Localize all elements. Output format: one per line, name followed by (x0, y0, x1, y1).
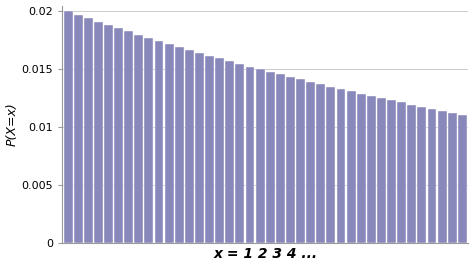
Bar (205, 56, 214, 243)
Bar (64, 11, 73, 243)
Bar (114, 28, 123, 243)
Bar (438, 111, 447, 243)
Bar (286, 77, 295, 243)
Bar (377, 98, 386, 243)
Bar (418, 107, 427, 243)
Bar (337, 89, 346, 243)
Bar (266, 72, 275, 243)
Y-axis label: P(X=x): P(X=x) (6, 103, 18, 146)
Bar (236, 64, 245, 243)
Bar (215, 58, 224, 243)
Bar (135, 35, 143, 243)
Bar (255, 69, 264, 243)
Bar (407, 105, 416, 243)
Bar (346, 91, 356, 243)
Bar (145, 38, 154, 243)
Bar (246, 66, 255, 243)
Bar (124, 32, 133, 243)
Bar (458, 115, 467, 243)
Bar (316, 84, 325, 243)
Bar (397, 103, 406, 243)
Bar (306, 82, 315, 243)
Bar (327, 87, 336, 243)
Bar (367, 96, 376, 243)
Bar (428, 109, 437, 243)
Bar (276, 74, 285, 243)
Bar (387, 100, 396, 243)
Bar (164, 44, 173, 243)
Bar (74, 15, 82, 243)
Bar (185, 50, 194, 243)
Bar (94, 22, 103, 243)
Bar (84, 18, 93, 243)
Bar (296, 80, 305, 243)
Bar (357, 94, 366, 243)
Bar (175, 47, 184, 243)
Bar (195, 53, 204, 243)
X-axis label: x = 1 2 3 4 ...: x = 1 2 3 4 ... (213, 248, 317, 261)
Bar (448, 113, 457, 243)
Bar (225, 61, 234, 243)
Bar (155, 41, 164, 243)
Bar (104, 25, 113, 243)
